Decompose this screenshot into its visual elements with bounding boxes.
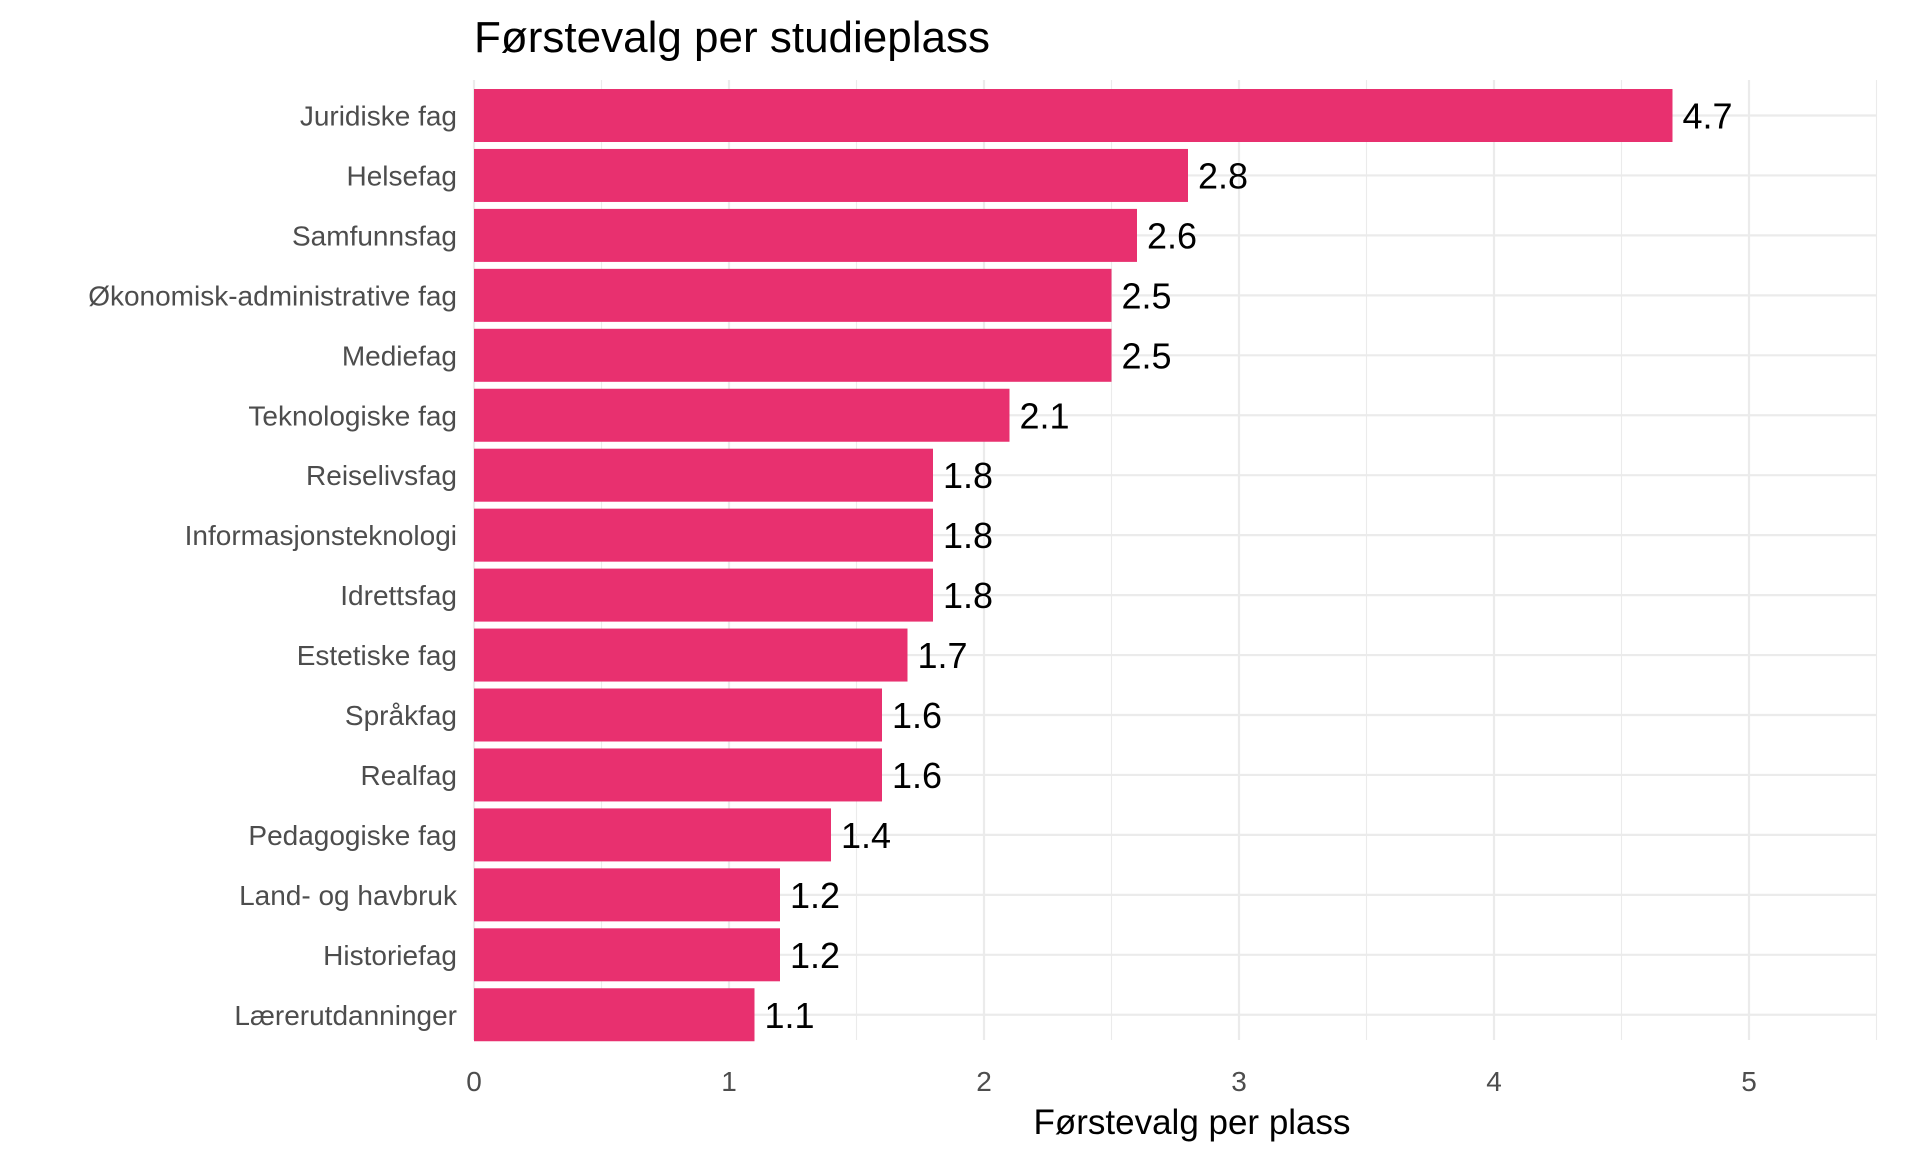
value-label: 1.8 bbox=[943, 455, 993, 496]
category-label: Informasjonsteknologi bbox=[185, 520, 457, 551]
value-label: 1.2 bbox=[790, 875, 840, 916]
category-label: Historiefag bbox=[323, 940, 457, 971]
value-label: 1.4 bbox=[841, 815, 891, 856]
bar bbox=[474, 268, 1112, 322]
bars-layer bbox=[474, 89, 1673, 1042]
bar bbox=[474, 688, 882, 742]
category-label: Språkfag bbox=[345, 700, 457, 731]
x-tick-label: 0 bbox=[466, 1066, 482, 1097]
category-label: Mediefag bbox=[342, 340, 457, 371]
category-label: Samfunnsfag bbox=[292, 220, 457, 251]
value-label: 2.8 bbox=[1198, 155, 1248, 196]
value-label: 2.5 bbox=[1122, 335, 1172, 376]
bar bbox=[474, 388, 1010, 442]
bar bbox=[474, 89, 1673, 142]
bar bbox=[474, 568, 933, 622]
value-label: 1.8 bbox=[943, 515, 993, 556]
bar bbox=[474, 808, 831, 862]
x-tick-label: 2 bbox=[976, 1066, 992, 1097]
value-label: 1.1 bbox=[765, 995, 815, 1036]
category-label: Juridiske fag bbox=[300, 101, 457, 132]
bar bbox=[474, 448, 933, 502]
value-label: 2.1 bbox=[1020, 395, 1070, 436]
bar bbox=[474, 208, 1137, 262]
bar bbox=[474, 148, 1188, 202]
value-label: 2.5 bbox=[1122, 275, 1172, 316]
value-label: 1.8 bbox=[943, 575, 993, 616]
category-label: Realfag bbox=[360, 760, 457, 791]
category-label: Teknologiske fag bbox=[248, 400, 457, 431]
x-axis-title: Førstevalg per plass bbox=[1033, 1103, 1350, 1142]
chart-title: Førstevalg per studieplass bbox=[474, 13, 990, 62]
bar bbox=[474, 508, 933, 562]
x-tick-label: 5 bbox=[1741, 1066, 1757, 1097]
labels-layer: Juridiske fag 4.7 Helsefag 2.8 Samfunnsfag 2.… bbox=[88, 96, 1757, 1098]
category-label: Pedagogiske fag bbox=[248, 820, 457, 851]
category-label: Økonomisk-administrative fag bbox=[88, 280, 457, 311]
value-label: 1.6 bbox=[892, 695, 942, 736]
x-tick-label: 3 bbox=[1231, 1066, 1247, 1097]
value-label: 1.6 bbox=[892, 755, 942, 796]
category-label: Idrettsfag bbox=[340, 580, 457, 611]
value-label: 2.6 bbox=[1147, 215, 1197, 256]
value-label: 1.7 bbox=[918, 635, 968, 676]
value-label: 1.2 bbox=[790, 935, 840, 976]
category-label: Land- og havbruk bbox=[239, 880, 458, 911]
bar bbox=[474, 988, 755, 1042]
category-label: Reiselivsfag bbox=[306, 460, 457, 491]
bar bbox=[474, 928, 780, 982]
bar bbox=[474, 628, 908, 682]
x-tick-label: 4 bbox=[1486, 1066, 1502, 1097]
value-label: 4.7 bbox=[1683, 96, 1733, 137]
x-tick-label: 1 bbox=[721, 1066, 737, 1097]
bar bbox=[474, 868, 780, 922]
bar bbox=[474, 328, 1112, 382]
category-label: Helsefag bbox=[346, 160, 457, 191]
category-label: Lærerutdanninger bbox=[234, 1000, 457, 1031]
category-label: Estetiske fag bbox=[297, 640, 457, 671]
bar bbox=[474, 748, 882, 802]
